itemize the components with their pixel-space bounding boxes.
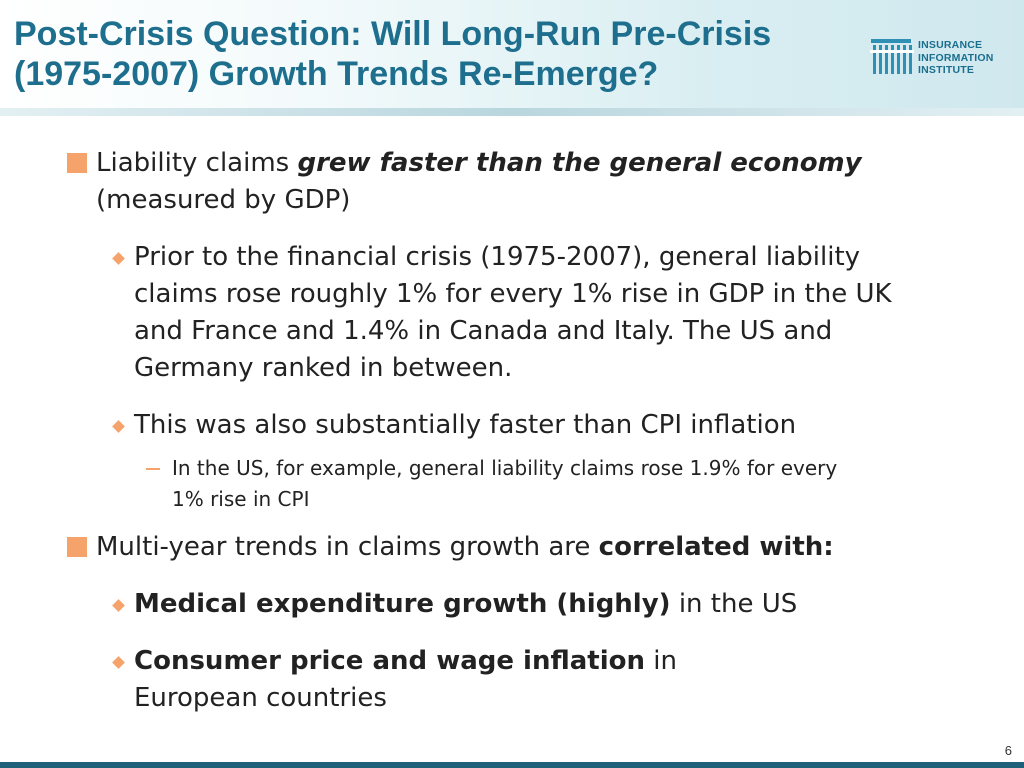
bullet-emphasis: Medical expenditure growth (highly) (134, 589, 671, 619)
bullet-text: and France and 1.4% in Canada and Italy.… (134, 316, 833, 346)
bullet-level2: Medical expenditure growth (highly) in t… (134, 586, 934, 623)
diamond-bullet-icon (112, 420, 125, 433)
bullet-emphasis: grew faster than the general economy (297, 148, 862, 178)
bullet-text: Germany ranked in between. (134, 353, 513, 383)
bullet-text: Liability claims (96, 148, 298, 178)
dash-bullet-icon (146, 468, 160, 470)
title-divider (0, 108, 1024, 116)
bullet-text: (measured by GDP) (96, 185, 351, 215)
bullet-text: in the US (670, 589, 798, 619)
diamond-bullet-icon (112, 599, 125, 612)
iii-logo-mark-icon (870, 39, 914, 74)
bullet-level2: Prior to the financial crisis (1975-2007… (134, 239, 934, 387)
footer-bar (0, 762, 1024, 768)
square-bullet-icon (67, 537, 87, 557)
bullet-level2: This was also substantially faster than … (134, 407, 934, 444)
diamond-bullet-icon (112, 252, 125, 265)
bullet-level1: Liability claims grew faster than the ge… (96, 145, 896, 219)
bullet-text: This was also substantially faster than … (134, 410, 797, 440)
logo-line3: INSTITUTE (918, 64, 975, 76)
bullet-text: European countries (134, 683, 387, 713)
logo-line1: INSURANCE (918, 39, 983, 51)
bullet-text: Multi-year trends in claims growth are (96, 532, 599, 562)
logo-line2: INFORMATION (918, 51, 994, 64)
title-banner (0, 0, 1024, 112)
diamond-bullet-icon (112, 656, 125, 669)
bullet-level2: Consumer price and wage inflation in Eur… (134, 643, 934, 717)
bullet-text: 1% rise in CPI (172, 487, 310, 511)
bullet-emphasis: correlated with: (598, 532, 834, 562)
page-number: 6 (1004, 743, 1012, 758)
bullet-emphasis: Consumer price and wage inflation (134, 646, 646, 676)
bullet-text: In the US, for example, general liabilit… (172, 456, 838, 480)
square-bullet-icon (67, 153, 87, 173)
bullet-level1: Multi-year trends in claims growth are c… (96, 529, 896, 566)
bullet-level3: In the US, for example, general liabilit… (172, 453, 942, 515)
slide-title: Post-Crisis Question: Will Long-Run Pre-… (14, 14, 854, 94)
bullet-text: in (645, 646, 677, 676)
iii-logo: INSURANCE INFORMATION INSTITUTE (870, 36, 1015, 80)
bullet-text: Prior to the financial crisis (1975-2007… (134, 242, 861, 272)
slide-title-line2: (1975-2007) Growth Trends Re-Emerge? (14, 55, 659, 93)
iii-logo-text: INSURANCE INFORMATION INSTITUTE (918, 39, 994, 77)
bullet-text: claims rose roughly 1% for every 1% rise… (134, 279, 892, 309)
slide-title-line1: Post-Crisis Question: Will Long-Run Pre-… (14, 15, 772, 53)
